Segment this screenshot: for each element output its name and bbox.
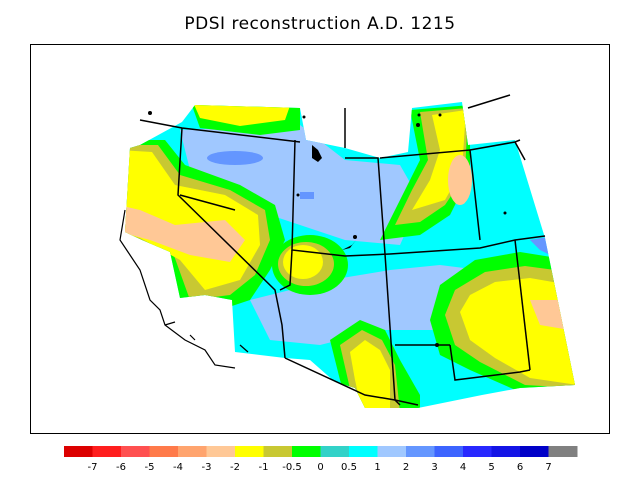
legend-swatch xyxy=(434,446,464,457)
legend-swatch xyxy=(377,446,407,457)
color-legend: -7 -6 -5 -4 -3 -2 -1 -0.5 0 0.5 1 2 3 4 5 6 7 xyxy=(64,446,578,473)
legend-tick-label: -1 xyxy=(259,462,269,473)
zone-blue-small xyxy=(300,192,314,199)
zone-tan-wyoming xyxy=(448,155,472,205)
legend-tick-label: -6 xyxy=(116,462,126,473)
legend-swatch xyxy=(121,446,150,457)
map-title: PDSI reconstruction A.D. 1215 xyxy=(184,14,456,34)
legend-swatches xyxy=(64,446,578,457)
legend-swatch xyxy=(520,446,549,457)
legend-swatch xyxy=(235,446,264,457)
zone-yellow-utah xyxy=(283,245,323,279)
legend-swatch xyxy=(320,446,350,457)
legend-swatch xyxy=(64,446,93,457)
legend-swatch xyxy=(206,446,236,457)
zone-tan-west xyxy=(125,205,245,262)
legend-swatch xyxy=(263,446,293,457)
legend-tick-label: 3 xyxy=(431,462,437,473)
legend-swatch xyxy=(292,446,321,457)
legend-tick-labels: -7 -6 -5 -4 -3 -2 -1 -0.5 0 0.5 1 2 3 4 5 6 7 xyxy=(88,462,552,473)
legend-swatch xyxy=(491,446,521,457)
legend-swatch xyxy=(463,446,492,457)
legend-swatch xyxy=(406,446,435,457)
legend-tick-label: 1 xyxy=(374,462,380,473)
legend-tick-label: 4 xyxy=(460,462,466,473)
zone-yellow-south xyxy=(350,340,390,408)
map-frame xyxy=(30,44,610,434)
legend-swatch xyxy=(548,446,578,457)
legend-tick-label: -2 xyxy=(230,462,240,473)
legend-tick-label: 0 xyxy=(317,462,323,473)
legend-tick-label: -5 xyxy=(145,462,155,473)
legend-tick-label: 2 xyxy=(403,462,409,473)
legend-swatch xyxy=(92,446,122,457)
legend-tick-label: 7 xyxy=(545,462,551,473)
legend-tick-label: -3 xyxy=(202,462,212,473)
legend-tick-label: 6 xyxy=(517,462,523,473)
state-boundaries xyxy=(139,94,546,406)
zone-blue-idaho xyxy=(207,151,263,165)
legend-tick-label: 0.5 xyxy=(341,462,357,473)
legend-swatch xyxy=(349,446,378,457)
legend-tick-label: 5 xyxy=(488,462,494,473)
legend-swatch xyxy=(149,446,179,457)
coastline xyxy=(119,209,249,369)
legend-swatch xyxy=(178,446,207,457)
legend-tick-label: -4 xyxy=(173,462,183,473)
legend-tick-label: -7 xyxy=(88,462,98,473)
legend-tick-label: -0.5 xyxy=(282,462,302,473)
lakes xyxy=(148,111,507,347)
